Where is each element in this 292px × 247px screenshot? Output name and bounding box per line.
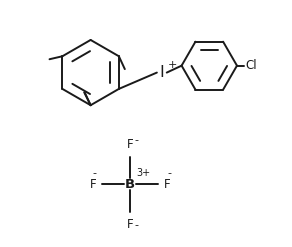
Text: B: B (125, 178, 135, 191)
Text: -: - (93, 168, 97, 178)
Text: F: F (90, 178, 97, 191)
Text: -: - (168, 168, 172, 178)
Text: Cl: Cl (245, 59, 256, 72)
Text: 3+: 3+ (136, 168, 150, 178)
Text: F: F (127, 138, 133, 151)
Text: +: + (168, 60, 177, 70)
Text: -: - (134, 220, 138, 230)
Text: F: F (164, 178, 171, 191)
Text: I: I (159, 65, 164, 80)
Text: F: F (127, 218, 133, 231)
Text: -: - (134, 135, 138, 145)
